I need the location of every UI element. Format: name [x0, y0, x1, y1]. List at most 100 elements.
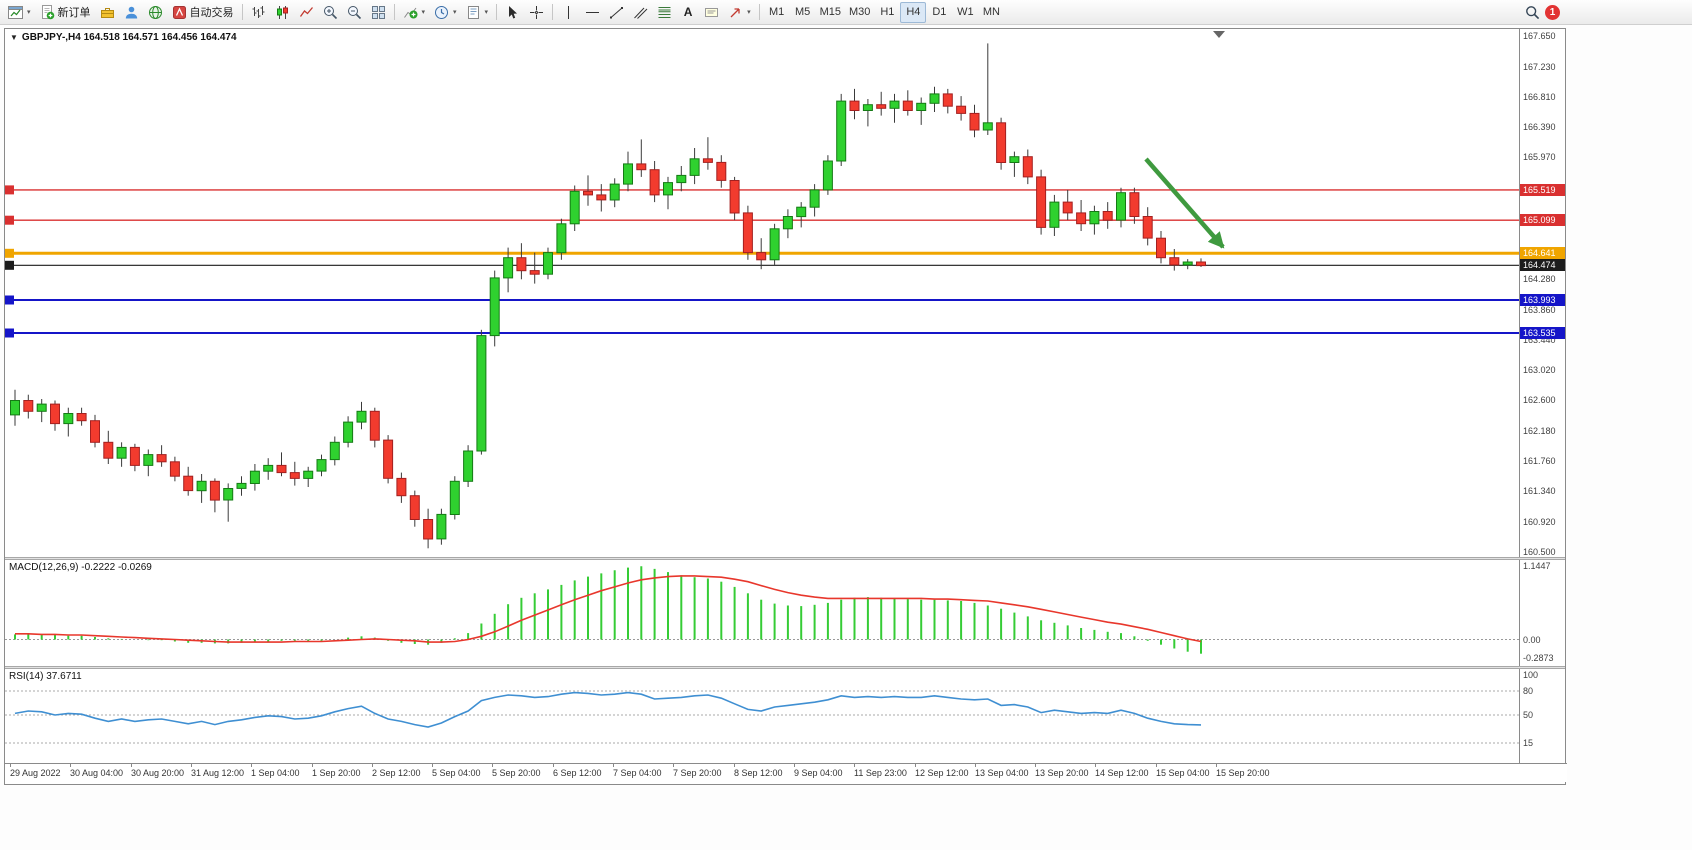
new-order-label: 新订单	[57, 7, 91, 19]
timeframe-button-m5[interactable]: M5	[794, 6, 811, 18]
price-axis-label: 161.340	[1523, 486, 1556, 496]
trendline-icon	[610, 6, 624, 18]
text-tool-button[interactable]: A	[683, 5, 693, 19]
time-tick	[794, 764, 795, 767]
price-tag: 164.474	[1520, 259, 1565, 271]
notification-badge[interactable]: 1	[1545, 4, 1560, 20]
channel-button[interactable]	[629, 2, 652, 23]
macd-axis-label: 0.00	[1523, 635, 1541, 645]
strategy-tester-button[interactable]	[120, 2, 143, 23]
timeframe-button-m1[interactable]: M1	[768, 6, 785, 18]
macd-axis-label: -0.2873	[1523, 653, 1554, 663]
tile-windows-button[interactable]	[367, 2, 390, 23]
trendline-button[interactable]	[605, 2, 628, 23]
time-tick	[975, 764, 976, 767]
rsi-panel[interactable]: RSI(14) 37.6711	[5, 669, 1519, 763]
time-tick	[553, 764, 554, 767]
chart-title-bar: ▼ GBPJPY-,H4 164.518 164.571 164.456 164…	[10, 32, 237, 43]
indicators-button[interactable]: ▾	[399, 2, 430, 23]
timeframe-button-h1[interactable]: H1	[880, 6, 895, 18]
cursor-button[interactable]	[501, 2, 524, 23]
candlestick-chart-button[interactable]	[271, 2, 294, 23]
timeframe-button-h4[interactable]: H4	[900, 1, 927, 23]
timeframe-button-m15[interactable]: M15	[819, 6, 841, 18]
timeframe-button-d1[interactable]: D1	[932, 6, 947, 18]
new-chart-button[interactable]: ▾	[4, 2, 35, 23]
rsi-label: RSI(14) 37.6711	[9, 671, 82, 682]
crosshair-icon	[530, 5, 544, 19]
chevron-down-icon: ▾	[747, 9, 751, 16]
time-tick	[492, 764, 493, 767]
fibonacci-button[interactable]	[653, 2, 676, 23]
price-axis-label: 167.650	[1523, 31, 1556, 41]
clock-icon	[435, 5, 449, 19]
new-order-button[interactable]: 新订单	[36, 2, 95, 23]
new-order-icon	[41, 4, 54, 19]
time-tick	[673, 764, 674, 767]
toolbar-separator	[393, 4, 395, 20]
cursor-icon	[509, 5, 518, 18]
chevron-down-icon: ▾	[453, 9, 457, 16]
search-icon	[1526, 5, 1540, 19]
periods-button[interactable]: ▾	[430, 2, 461, 23]
time-tick	[191, 764, 192, 767]
price-axis-label: 164.280	[1523, 274, 1556, 284]
price-axis[interactable]: 167.650 167.230 166.810 166.390 165.970 164.2…	[1519, 29, 1565, 557]
auto-trading-button[interactable]: 自动交易	[168, 2, 238, 23]
community-globe-icon	[148, 5, 162, 19]
time-axis[interactable]: 29 Aug 2022 30 Aug 04:00 30 Aug 20:00 31 Au…	[5, 763, 1567, 782]
symbol-dropdown-icon[interactable]: ▼	[10, 33, 18, 42]
community-button[interactable]	[144, 2, 167, 23]
price-axis-label: 162.600	[1523, 395, 1556, 405]
price-axis-label: 160.500	[1523, 547, 1556, 557]
time-axis-label: 11 Sep 23:00	[854, 768, 907, 778]
timeframe-button-w1[interactable]: W1	[957, 6, 974, 18]
metaeditor-button[interactable]	[96, 2, 119, 23]
macd-histogram	[14, 566, 1202, 654]
toolbar-separator	[241, 4, 243, 20]
splitter-rsi[interactable]	[5, 666, 1565, 669]
line-chart-button[interactable]	[295, 2, 318, 23]
time-axis-label: 6 Sep 12:00	[553, 768, 602, 778]
macd-signal-line	[15, 575, 1202, 643]
time-axis-label: 2 Sep 12:00	[372, 768, 421, 778]
bar-chart-button[interactable]	[247, 2, 270, 23]
time-tick	[1035, 764, 1036, 767]
time-axis-label: 5 Sep 04:00	[432, 768, 481, 778]
time-axis-label: 30 Aug 04:00	[70, 768, 124, 778]
horizontal-line-button[interactable]	[581, 2, 604, 23]
timeframe-button-mn[interactable]: MN	[982, 6, 1000, 18]
macd-axis[interactable]: 1.1447 0.00 -0.2873	[1519, 560, 1565, 666]
timeframe-button-m30[interactable]: M30	[848, 6, 871, 18]
price-axis-label: 166.810	[1523, 92, 1556, 102]
main-chart-canvas[interactable]: ▼ GBPJPY-,H4 164.518 164.571 164.456 164…	[5, 29, 1519, 557]
vertical-line-icon	[568, 5, 570, 19]
price-axis-label: 165.970	[1523, 152, 1556, 162]
arrows-tool-button[interactable]: ▾	[724, 2, 755, 23]
vertical-line-button[interactable]	[557, 2, 580, 23]
auto-trading-label: 自动交易	[189, 7, 234, 19]
macd-panel[interactable]: MACD(12,26,9) -0.2222 -0.0269	[5, 560, 1519, 666]
zoom-out-button[interactable]	[343, 2, 366, 23]
splitter-macd[interactable]	[5, 557, 1565, 560]
time-tick	[854, 764, 855, 767]
chevron-down-icon: ▾	[484, 9, 489, 16]
chevron-down-icon: ▾	[421, 9, 426, 16]
search-button[interactable]	[1521, 2, 1544, 23]
zoom-in-button[interactable]	[319, 2, 342, 23]
time-tick	[251, 764, 252, 767]
rsi-axis[interactable]: 100 80 50 15	[1519, 669, 1565, 763]
time-tick	[915, 764, 916, 767]
crosshair-button[interactable]	[525, 2, 548, 23]
text-label-icon	[705, 7, 719, 17]
time-axis-label: 1 Sep 04:00	[251, 768, 300, 778]
price-axis-label: 163.440	[1523, 335, 1556, 345]
price-axis-label: 160.920	[1523, 517, 1556, 527]
auto-trading-icon	[172, 5, 186, 19]
templates-button[interactable]: ▾	[462, 2, 493, 23]
zoom-in-icon	[323, 5, 337, 19]
time-axis-label: 29 Aug 2022	[10, 768, 61, 778]
label-tool-button[interactable]	[700, 2, 723, 23]
candlestick-chart-icon	[276, 5, 288, 19]
